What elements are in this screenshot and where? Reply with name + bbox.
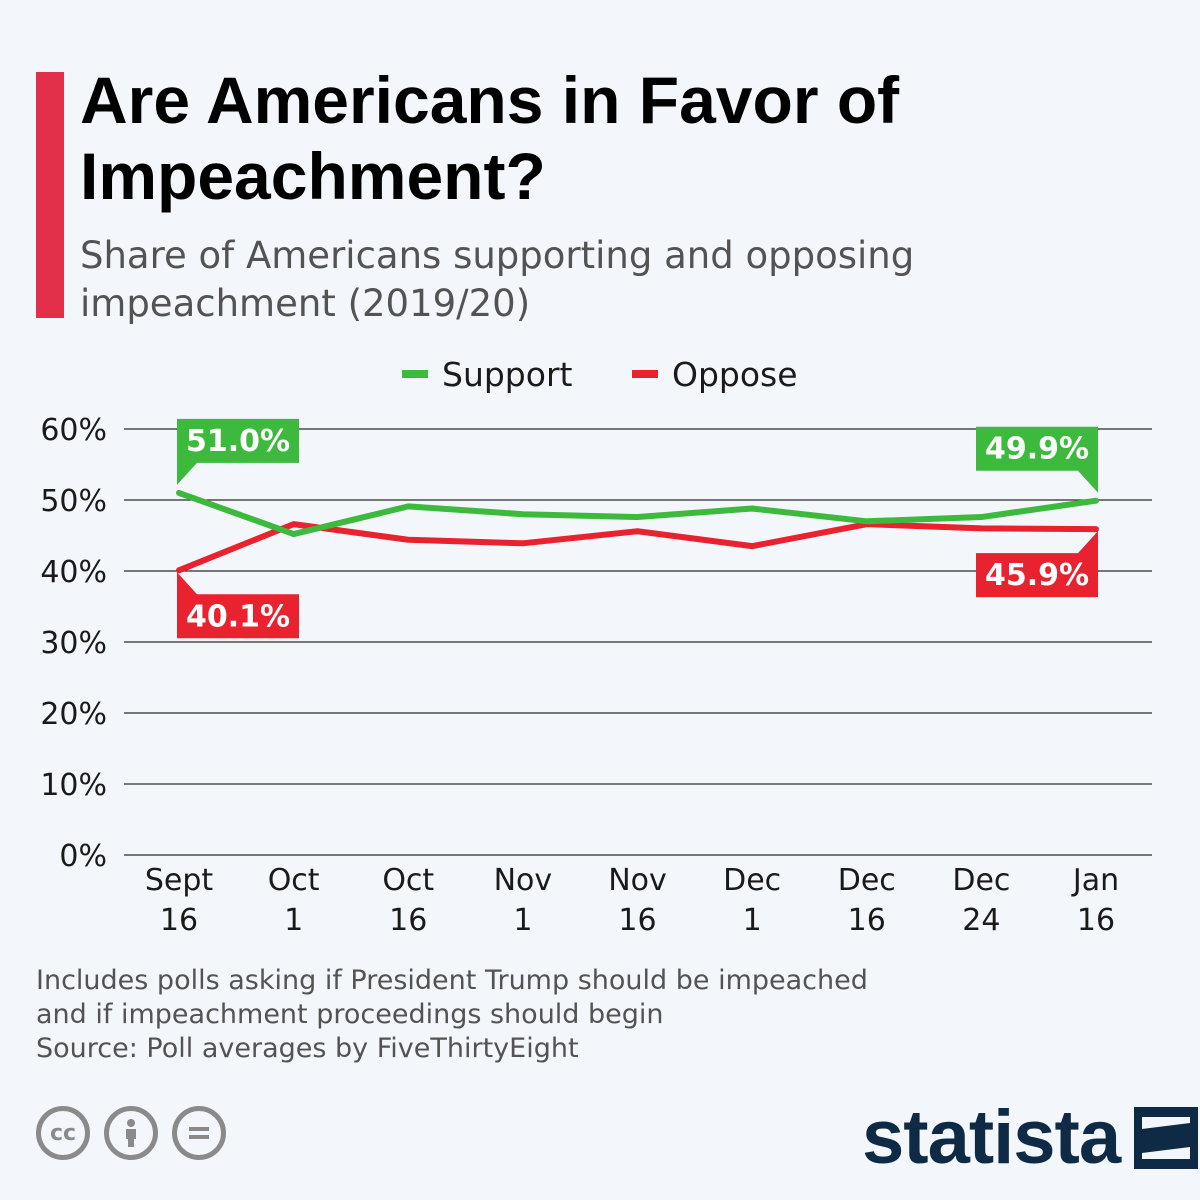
y-tick-label: 20% <box>40 697 107 732</box>
footnote: Includes polls asking if President Trump… <box>36 964 1036 1066</box>
legend-label-oppose: Oppose <box>672 354 798 394</box>
legend-item-oppose: Oppose <box>632 352 798 396</box>
license-icons: cc <box>36 1106 226 1160</box>
x-tick-label: Oct 1 <box>268 863 320 938</box>
data-label-callout <box>976 426 1098 493</box>
no-derivatives-icon[interactable] <box>172 1106 226 1160</box>
data-label: 49.9% <box>985 432 1089 467</box>
title-accent-bar <box>36 72 64 318</box>
series-line-oppose <box>176 521 1099 574</box>
x-tick-label: Nov 16 <box>608 863 667 938</box>
data-label-callout <box>976 531 1098 598</box>
cc-icon[interactable]: cc <box>36 1106 90 1160</box>
x-tick-label: Dec 24 <box>952 863 1010 938</box>
data-label: 45.9% <box>985 558 1089 593</box>
legend-item-support: Support <box>402 352 572 396</box>
statista-mark-icon <box>1134 1106 1199 1169</box>
data-label: 51.0% <box>186 424 290 459</box>
x-tick-label: Jan 16 <box>1071 863 1119 938</box>
legend-swatch-oppose <box>632 370 658 378</box>
attribution-icon[interactable] <box>104 1106 158 1160</box>
chart-title: Are Americans in Favor of Impeachment? <box>80 63 900 213</box>
x-tick-label: Dec 16 <box>838 863 896 938</box>
data-label-callout <box>177 418 299 485</box>
y-tick-label: 60% <box>40 413 107 448</box>
y-tick-label: 10% <box>40 768 107 803</box>
line-chart: 0% 10% 20% 30% 40% 50% 60% Sept 16 Oct 1 Oct 16 Nov 1 N… <box>40 413 1152 938</box>
brand-name: statista <box>862 1095 1121 1180</box>
footnote-line: Includes polls asking if President Trump… <box>36 965 868 996</box>
x-tick-label: Sept 16 <box>145 863 214 938</box>
x-tick-label: Nov 1 <box>494 863 553 938</box>
data-label: 40.1% <box>186 599 290 634</box>
y-tick-label: 30% <box>40 626 107 661</box>
x-tick-label: Dec 1 <box>723 863 781 938</box>
x-tick-label: Oct 16 <box>382 863 434 938</box>
source-line: Source: Poll averages by FiveThirtyEight <box>36 1033 579 1064</box>
legend-swatch-support <box>402 370 428 378</box>
y-tick-label: 40% <box>40 555 107 590</box>
footnote-line: and if impeachment proceedings should be… <box>36 999 664 1030</box>
y-tick-label: 50% <box>40 484 107 519</box>
y-tick-label: 0% <box>59 839 107 874</box>
statista-logo[interactable]: statista <box>862 1094 1199 1181</box>
data-label-callout <box>177 572 299 639</box>
series-line-support <box>176 489 1099 538</box>
chart-legend: Support Oppose <box>0 352 1200 396</box>
legend-label-support: Support <box>442 354 573 394</box>
chart-subtitle: Share of Americans supporting and opposi… <box>80 234 915 325</box>
